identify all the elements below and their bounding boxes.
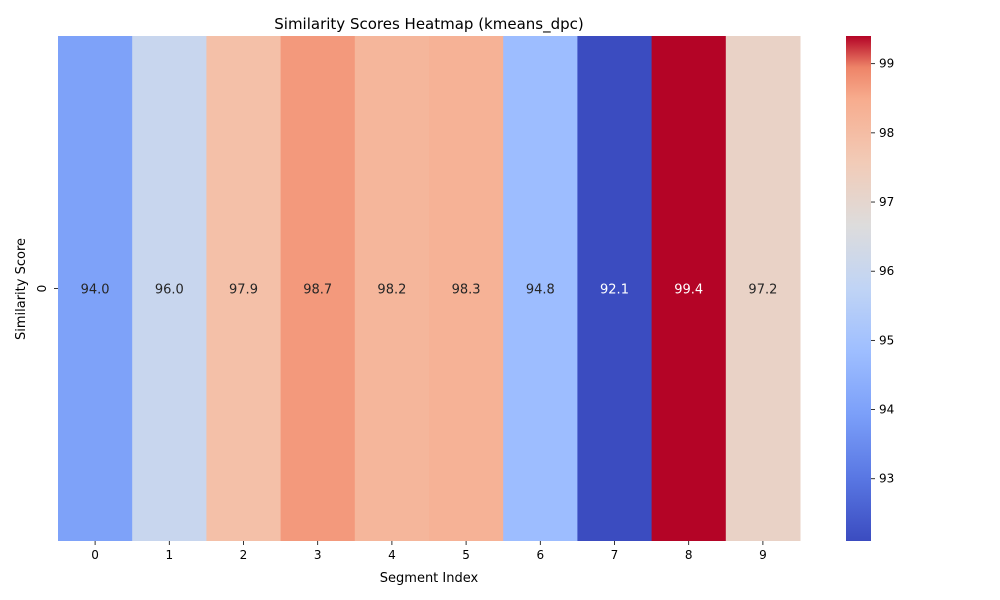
heatmap-cell xyxy=(577,36,653,541)
colorbar-tick-label: 98 xyxy=(879,126,894,140)
heatmap-cell-value: 97.2 xyxy=(748,283,777,298)
heatmap-cell-value: 94.8 xyxy=(526,283,555,298)
colorbar-tick-label: 94 xyxy=(879,403,894,417)
heatmap-cell xyxy=(206,36,282,541)
x-axis-ticks: 0 1 2 3 4 5 6 7 8 9 xyxy=(91,541,767,562)
heatmap-cell-value: 96.0 xyxy=(155,283,184,298)
x-tick-label: 1 xyxy=(165,548,173,562)
heatmap-cell-value: 94.0 xyxy=(81,283,110,298)
heatmap-cell-value: 98.3 xyxy=(452,283,481,298)
chart-title: Similarity Scores Heatmap (kmeans_dpc) xyxy=(274,15,584,34)
colorbar-ticks: 93 94 95 96 97 98 99 xyxy=(871,57,894,486)
y-axis-ticks: 0 xyxy=(35,285,58,293)
colorbar-tick-label: 96 xyxy=(879,264,894,278)
colorbar-tick-label: 95 xyxy=(879,333,894,347)
y-axis-label: Similarity Score xyxy=(14,238,29,340)
colorbar-tick-label: 93 xyxy=(879,472,894,486)
heatmap-cell-value: 98.7 xyxy=(303,283,332,298)
heatmap-cell-value: 98.2 xyxy=(377,283,406,298)
heatmap-cell xyxy=(725,36,801,541)
heatmap-cell xyxy=(354,36,430,541)
y-tick-label: 0 xyxy=(35,285,49,293)
x-tick-label: 8 xyxy=(685,548,693,562)
heatmap-cell-value: 99.4 xyxy=(674,283,703,298)
heatmap-cell-value: 92.1 xyxy=(600,283,629,298)
heatmap-cell-value: 97.9 xyxy=(229,283,258,298)
x-tick-label: 0 xyxy=(91,548,99,562)
heatmap-cell xyxy=(58,36,133,541)
colorbar-tick-label: 97 xyxy=(879,195,894,209)
x-tick-label: 4 xyxy=(388,548,396,562)
x-tick-label: 6 xyxy=(536,548,544,562)
x-axis-label: Segment Index xyxy=(380,571,479,586)
x-tick-label: 2 xyxy=(240,548,248,562)
x-tick-label: 7 xyxy=(611,548,619,562)
colorbar xyxy=(846,36,871,541)
heatmap-cell xyxy=(429,36,504,541)
heatmap-cell xyxy=(280,36,356,541)
x-tick-label: 5 xyxy=(462,548,470,562)
heatmap-cell-labels: 94.0 96.0 97.9 98.7 98.2 98.3 94.8 92.1 99.4 97.2 xyxy=(81,283,778,298)
heatmap-cell xyxy=(651,36,727,541)
x-tick-label: 9 xyxy=(759,548,767,562)
heatmap-cell xyxy=(132,36,207,541)
colorbar-tick-label: 99 xyxy=(879,57,894,71)
x-tick-label: 3 xyxy=(314,548,322,562)
heatmap-cell xyxy=(503,36,578,541)
heatmap-cells xyxy=(58,36,801,541)
